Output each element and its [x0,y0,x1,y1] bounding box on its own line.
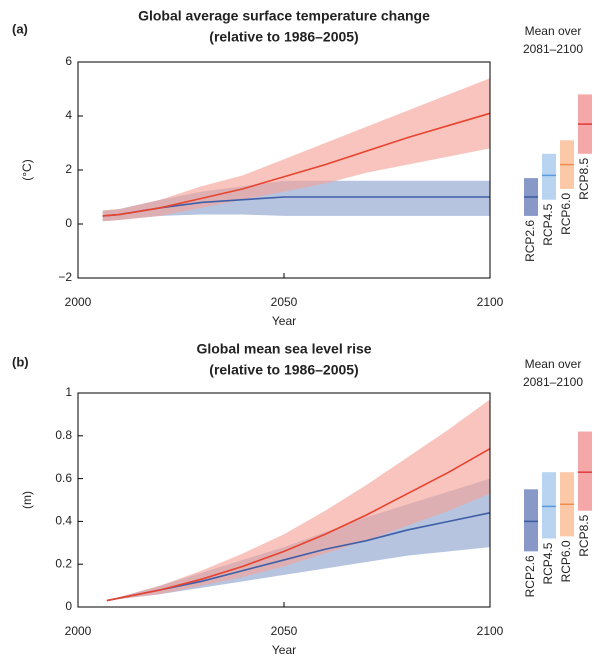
x-axis-label: Year [272,643,296,657]
x-tick-label: 2100 [477,295,504,309]
mean-line [106,512,491,602]
x-tick-label: 2050 [271,295,298,309]
y-tick-label: 0.2 [55,556,72,570]
x-axis-label: Year [272,314,296,328]
bar-label: RCP2.6 [523,555,537,597]
bar-label: RCP8.5 [577,514,591,556]
y-tick-label: 2 [65,162,72,176]
range-bar [578,431,592,511]
range-bar [542,153,556,200]
mean-line [102,112,491,217]
y-tick-label: 0 [65,599,72,613]
bar-label: RCP4.5 [541,203,555,245]
y-tick-label: −2 [58,270,72,284]
y-tick-label: 6 [65,54,72,68]
chart-title: Global mean sea level rise [196,341,371,357]
range-bar [524,489,538,552]
panel-label: (b) [12,354,29,369]
bar-label: RCP2.6 [523,220,537,262]
x-tick-label: 2000 [65,624,92,638]
x-tick-label: 2050 [271,624,298,638]
y-tick-label: 0.8 [55,428,72,442]
x-tick-label: 2000 [65,295,92,309]
range-bar [542,472,556,539]
bar-label: RCP4.5 [541,542,555,584]
side-title: Mean over [525,357,582,371]
chart-subtitle: (relative to 1986–2005) [209,362,358,378]
chart-title: Global average surface temperature chang… [138,8,430,24]
y-tick-label: 0.6 [55,471,72,485]
uncertainty-band [102,78,490,222]
side-title: Mean over [525,24,582,38]
y-axis-label: (°C) [20,159,34,180]
y-axis-label: (m) [20,491,34,509]
side-title: 2081–2100 [523,42,583,56]
mean-line [106,447,491,602]
y-tick-label: 0.4 [55,514,72,528]
uncertainty-band [102,180,490,222]
bar-label: RCP8.5 [577,157,591,199]
x-tick-label: 2100 [477,624,504,638]
y-tick-label: 4 [65,108,72,122]
uncertainty-band [106,399,490,601]
y-tick-label: 1 [65,385,72,399]
bar-label: RCP6.0 [559,540,573,582]
panel-label: (a) [12,21,28,36]
chart-subtitle: (relative to 1986–2005) [209,29,358,45]
side-title: 2081–2100 [523,375,583,389]
bar-label: RCP6.0 [559,193,573,235]
y-tick-label: 0 [65,216,72,230]
